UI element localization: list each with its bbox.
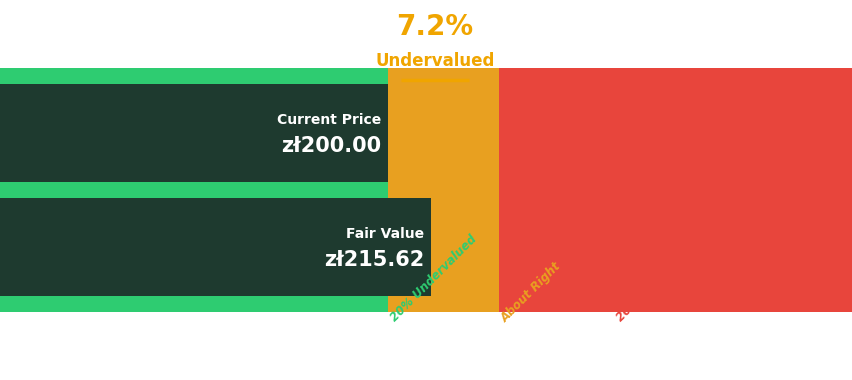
Text: zł200.00: zł200.00 [281, 136, 381, 156]
Bar [388, 68, 498, 312]
Bar [0, 198, 430, 296]
Text: Undervalued: Undervalued [375, 52, 494, 70]
Text: zł215.62: zł215.62 [323, 250, 423, 270]
Bar [0, 84, 388, 182]
Text: 20% Undervalued: 20% Undervalued [388, 233, 479, 325]
Text: 20% Overvalued: 20% Overvalued [613, 239, 699, 325]
Text: Fair Value: Fair Value [345, 227, 423, 241]
Bar [498, 68, 852, 312]
Text: 7.2%: 7.2% [396, 13, 473, 41]
Bar [0, 68, 388, 312]
Text: About Right: About Right [498, 260, 563, 325]
Text: Current Price: Current Price [277, 113, 381, 127]
